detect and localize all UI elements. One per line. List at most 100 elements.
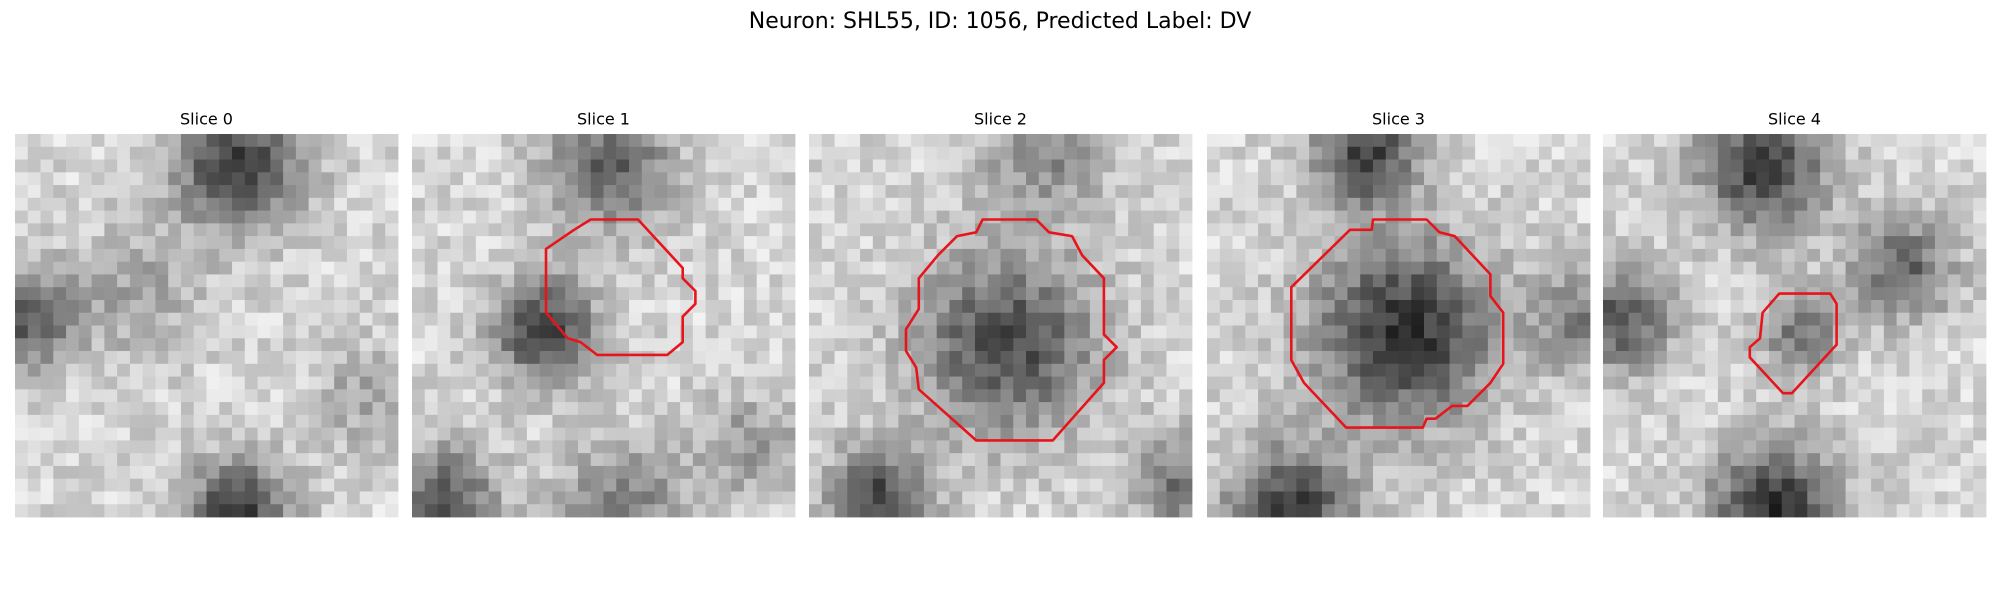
pixel bbox=[1309, 325, 1323, 339]
pixel bbox=[1832, 465, 1846, 480]
pixel bbox=[1436, 402, 1450, 416]
pixel bbox=[1500, 465, 1514, 480]
pixel bbox=[667, 478, 681, 492]
pixel bbox=[1705, 197, 1719, 211]
pixel bbox=[142, 363, 156, 377]
pixel bbox=[78, 363, 92, 377]
pixel bbox=[1743, 504, 1757, 518]
pixel bbox=[193, 453, 207, 467]
pixel bbox=[1219, 312, 1233, 326]
pixel bbox=[526, 197, 541, 211]
pixel bbox=[514, 197, 528, 211]
pixel bbox=[1654, 146, 1668, 160]
pixel bbox=[1858, 134, 1872, 148]
pixel bbox=[463, 223, 477, 237]
pixel bbox=[1077, 312, 1091, 326]
pixel bbox=[501, 376, 515, 390]
pixel bbox=[1115, 440, 1129, 454]
pixel bbox=[1947, 427, 1961, 441]
pixel bbox=[1321, 338, 1336, 352]
pixel bbox=[1283, 236, 1297, 250]
pixel bbox=[104, 504, 118, 518]
pixel bbox=[295, 236, 310, 250]
pixel bbox=[962, 453, 976, 467]
pixel bbox=[1883, 159, 1898, 173]
pixel bbox=[1705, 236, 1719, 250]
pixel bbox=[334, 312, 348, 326]
pixel bbox=[1115, 389, 1129, 403]
pixel bbox=[1883, 287, 1898, 301]
pixel bbox=[219, 210, 233, 224]
pixel bbox=[53, 134, 67, 148]
pixel bbox=[1781, 134, 1795, 148]
pixel bbox=[1794, 363, 1808, 377]
pixel bbox=[1115, 351, 1129, 365]
pixel bbox=[155, 197, 169, 211]
pixel bbox=[1179, 414, 1193, 429]
pixel bbox=[872, 223, 886, 237]
pixel bbox=[334, 197, 348, 211]
pixel bbox=[1973, 465, 1987, 480]
pixel bbox=[962, 491, 976, 505]
pixel bbox=[1115, 223, 1129, 237]
pixel bbox=[78, 491, 92, 505]
pixel bbox=[1577, 274, 1591, 288]
pixel bbox=[1756, 146, 1770, 160]
pixel bbox=[577, 414, 592, 429]
pixel bbox=[1115, 197, 1129, 211]
pixel bbox=[180, 185, 195, 199]
pixel bbox=[117, 185, 131, 199]
pixel bbox=[629, 402, 643, 416]
pixel bbox=[1038, 453, 1052, 467]
pixel bbox=[1179, 325, 1193, 339]
pixel bbox=[1077, 236, 1091, 250]
pixel bbox=[180, 146, 195, 160]
pixel bbox=[117, 414, 131, 429]
pixel bbox=[488, 389, 502, 403]
pixel bbox=[1089, 389, 1104, 403]
pixel bbox=[1462, 389, 1476, 403]
pixel bbox=[78, 159, 92, 173]
pixel bbox=[1140, 325, 1155, 339]
pixel bbox=[1666, 389, 1680, 403]
pixel bbox=[142, 159, 156, 173]
pixel bbox=[872, 504, 886, 518]
pixel bbox=[577, 440, 592, 454]
pixel bbox=[1794, 325, 1808, 339]
pixel bbox=[718, 465, 732, 480]
pixel bbox=[603, 312, 617, 326]
pixel bbox=[590, 287, 604, 301]
pixel bbox=[743, 312, 758, 326]
pixel bbox=[1794, 274, 1808, 288]
pixel bbox=[244, 440, 258, 454]
pixel bbox=[1475, 440, 1489, 454]
pixel bbox=[1820, 197, 1834, 211]
pixel bbox=[552, 478, 566, 492]
pixel bbox=[1360, 504, 1374, 518]
pixel bbox=[1077, 414, 1091, 429]
pixel bbox=[1756, 376, 1770, 390]
pixel bbox=[923, 159, 938, 173]
pixel bbox=[1309, 312, 1323, 326]
pixel bbox=[1398, 504, 1412, 518]
pixel bbox=[821, 427, 835, 441]
pixel bbox=[334, 274, 348, 288]
pixel bbox=[821, 299, 835, 314]
pixel bbox=[667, 312, 681, 326]
pixel bbox=[1794, 312, 1808, 326]
pixel bbox=[1000, 223, 1014, 237]
pixel bbox=[1360, 414, 1374, 429]
pixel bbox=[1038, 274, 1052, 288]
pixel bbox=[321, 453, 335, 467]
pixel bbox=[1475, 402, 1489, 416]
pixel bbox=[1321, 389, 1336, 403]
pixel bbox=[1296, 491, 1310, 505]
pixel bbox=[1934, 146, 1949, 160]
pixel bbox=[488, 223, 502, 237]
pixel bbox=[743, 351, 758, 365]
pixel bbox=[1896, 491, 1910, 505]
pixel bbox=[1628, 210, 1642, 224]
pixel bbox=[437, 146, 451, 160]
pixel bbox=[1449, 453, 1463, 467]
pixel bbox=[1513, 172, 1527, 186]
